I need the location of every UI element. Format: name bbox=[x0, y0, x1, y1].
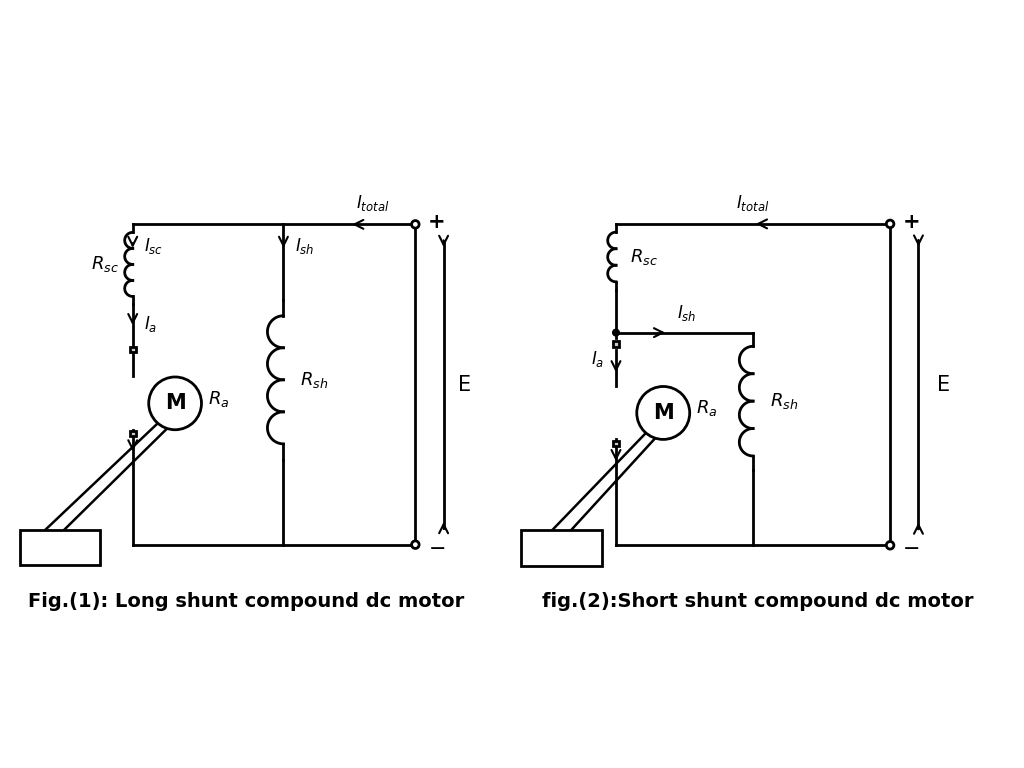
Text: $I_{total}$: $I_{total}$ bbox=[356, 193, 390, 213]
Text: $R_a$: $R_a$ bbox=[696, 399, 718, 419]
Text: LOAD: LOAD bbox=[35, 538, 85, 557]
Text: $I_a$: $I_a$ bbox=[592, 349, 604, 369]
Bar bbox=[130, 431, 135, 436]
Bar bbox=[613, 441, 618, 445]
Text: fig.(2):Short shunt compound dc motor: fig.(2):Short shunt compound dc motor bbox=[542, 592, 974, 611]
Circle shape bbox=[412, 220, 419, 228]
Circle shape bbox=[148, 377, 202, 430]
Text: $I_{sc}$: $I_{sc}$ bbox=[144, 236, 163, 256]
Text: $R_{sc}$: $R_{sc}$ bbox=[91, 254, 119, 274]
Circle shape bbox=[412, 541, 419, 548]
Circle shape bbox=[637, 386, 690, 439]
Text: $R_{sh}$: $R_{sh}$ bbox=[300, 370, 329, 390]
Text: +: + bbox=[902, 212, 920, 232]
Bar bbox=[130, 347, 135, 353]
Text: E: E bbox=[458, 375, 471, 395]
Circle shape bbox=[887, 541, 894, 549]
Text: LOAD: LOAD bbox=[537, 539, 587, 557]
Text: $I_a$: $I_a$ bbox=[144, 314, 158, 334]
Text: $-$: $-$ bbox=[428, 537, 444, 557]
Text: +: + bbox=[428, 213, 445, 233]
Text: E: E bbox=[937, 375, 950, 395]
Text: $R_a$: $R_a$ bbox=[208, 389, 229, 409]
Text: $I_{sh}$: $I_{sh}$ bbox=[678, 303, 697, 323]
Bar bbox=[521, 530, 602, 566]
Bar bbox=[19, 530, 99, 565]
Text: Fig.(1): Long shunt compound dc motor: Fig.(1): Long shunt compound dc motor bbox=[28, 591, 464, 611]
Text: M: M bbox=[653, 403, 674, 423]
Circle shape bbox=[612, 329, 620, 336]
Text: $I_{sh}$: $I_{sh}$ bbox=[295, 236, 314, 256]
Bar bbox=[613, 341, 618, 346]
Text: $I_{total}$: $I_{total}$ bbox=[736, 193, 770, 213]
Text: $-$: $-$ bbox=[902, 537, 920, 557]
Circle shape bbox=[887, 220, 894, 227]
Text: $R_{sh}$: $R_{sh}$ bbox=[770, 391, 799, 411]
Text: M: M bbox=[165, 393, 185, 413]
Text: $R_{sc}$: $R_{sc}$ bbox=[630, 247, 658, 267]
